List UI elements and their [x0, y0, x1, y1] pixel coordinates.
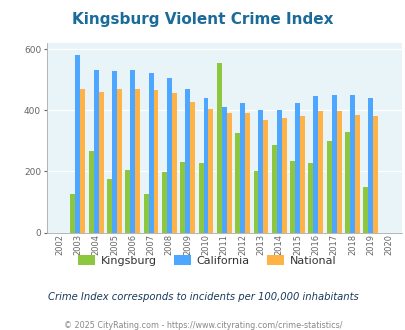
- Bar: [94, 70, 98, 233]
- Bar: [308, 163, 313, 233]
- Legend: Kingsburg, California, National: Kingsburg, California, National: [77, 255, 336, 266]
- Text: Crime Index corresponds to incidents per 100,000 inhabitants: Crime Index corresponds to incidents per…: [47, 292, 358, 302]
- Bar: [281, 117, 286, 233]
- Text: Kingsburg Violent Crime Index: Kingsburg Violent Crime Index: [72, 12, 333, 26]
- Bar: [185, 89, 190, 233]
- Bar: [263, 120, 268, 233]
- Bar: [148, 73, 153, 233]
- Bar: [290, 161, 294, 233]
- Bar: [245, 113, 249, 233]
- Bar: [112, 71, 117, 233]
- Bar: [80, 89, 85, 233]
- Bar: [75, 54, 80, 233]
- Bar: [143, 194, 148, 233]
- Bar: [299, 116, 304, 233]
- Bar: [171, 93, 176, 233]
- Bar: [313, 96, 318, 233]
- Bar: [130, 70, 135, 233]
- Bar: [180, 162, 185, 233]
- Bar: [367, 98, 372, 233]
- Bar: [221, 107, 226, 233]
- Bar: [294, 103, 299, 233]
- Bar: [203, 98, 208, 233]
- Bar: [226, 113, 231, 233]
- Bar: [98, 92, 103, 233]
- Text: © 2025 CityRating.com - https://www.cityrating.com/crime-statistics/: © 2025 CityRating.com - https://www.city…: [64, 321, 341, 330]
- Bar: [166, 78, 171, 233]
- Bar: [318, 111, 322, 233]
- Bar: [153, 90, 158, 233]
- Bar: [331, 95, 336, 233]
- Bar: [372, 116, 377, 233]
- Bar: [162, 172, 166, 233]
- Bar: [135, 89, 140, 233]
- Bar: [349, 95, 354, 233]
- Bar: [240, 103, 245, 233]
- Bar: [344, 132, 349, 233]
- Bar: [326, 142, 331, 233]
- Bar: [362, 187, 367, 233]
- Bar: [253, 172, 258, 233]
- Bar: [117, 89, 121, 233]
- Bar: [208, 109, 213, 233]
- Bar: [190, 102, 195, 233]
- Bar: [336, 111, 341, 233]
- Bar: [271, 145, 276, 233]
- Bar: [258, 110, 263, 233]
- Bar: [216, 63, 221, 233]
- Bar: [276, 110, 281, 233]
- Bar: [198, 163, 203, 233]
- Bar: [125, 170, 130, 233]
- Bar: [107, 179, 112, 233]
- Bar: [354, 115, 359, 233]
- Bar: [70, 194, 75, 233]
- Bar: [89, 150, 94, 233]
- Bar: [234, 133, 240, 233]
